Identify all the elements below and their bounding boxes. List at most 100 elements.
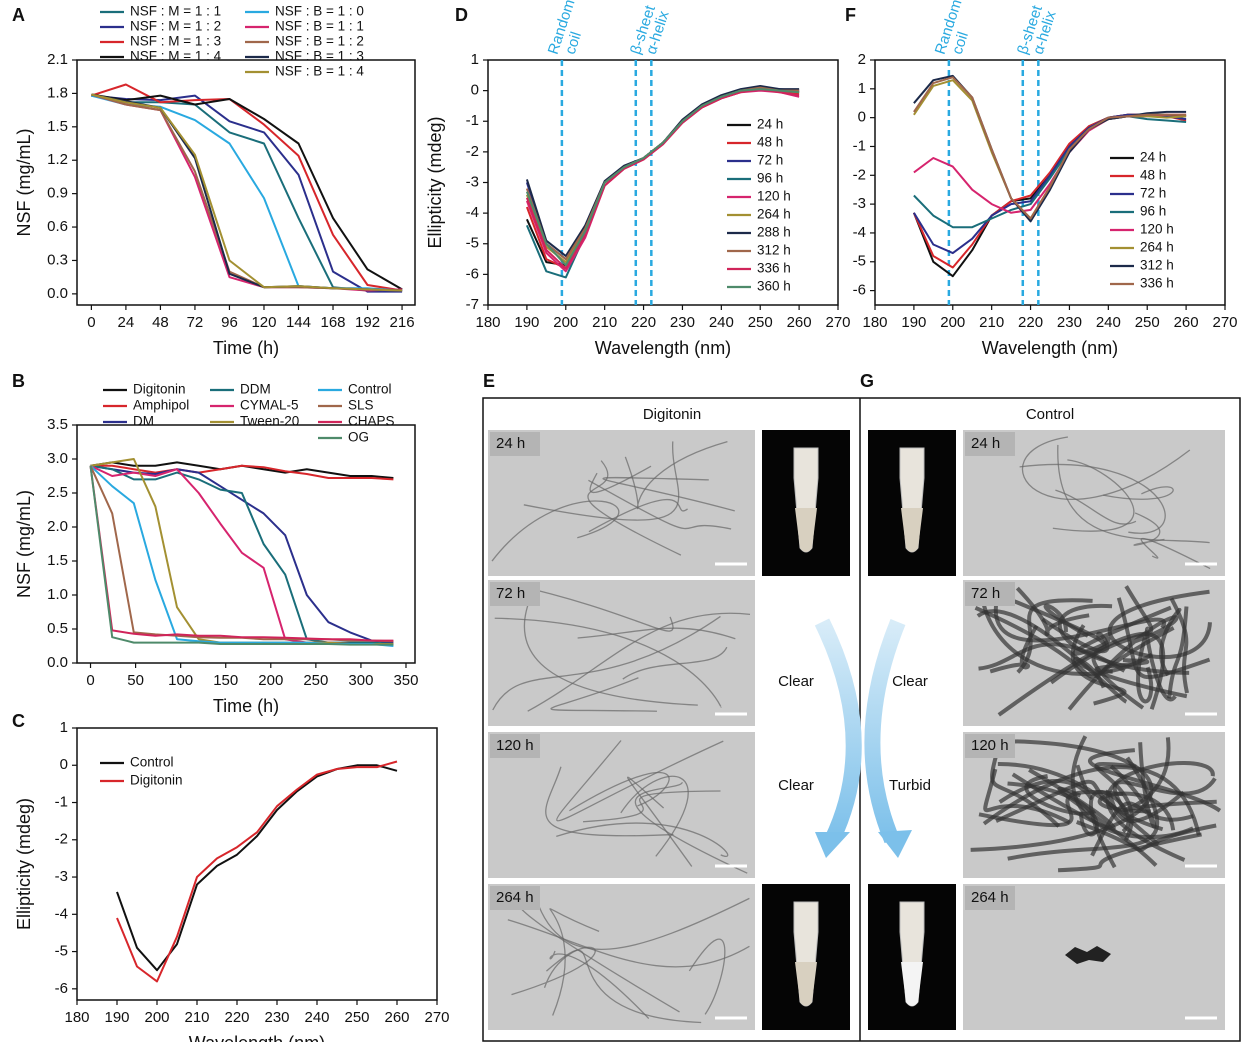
y-tick-label: -5 xyxy=(55,943,68,960)
state-note: Turbid xyxy=(889,777,931,794)
fibril xyxy=(1123,737,1217,812)
x-tick-label: 72 xyxy=(187,314,204,331)
y-tick-label: -4 xyxy=(853,224,866,241)
time-tag xyxy=(490,886,540,910)
panel-letter: E xyxy=(483,371,495,391)
x-axis-label: Wavelength (nm) xyxy=(189,1033,325,1042)
panel-letter: D xyxy=(455,5,468,25)
x-tick-label: 200 xyxy=(258,672,283,689)
panel-letter: F xyxy=(845,5,856,25)
time-label: 72 h xyxy=(496,585,525,602)
legend-label: 264 h xyxy=(1140,240,1174,255)
legend-label: 96 h xyxy=(757,171,783,186)
series-line xyxy=(91,94,403,292)
x-tick-label: 48 xyxy=(152,314,169,331)
y-tick-label: -7 xyxy=(466,296,479,313)
plot-frame xyxy=(76,424,416,664)
series-line xyxy=(913,115,1187,229)
x-tick-label: 230 xyxy=(264,1009,289,1026)
y-tick-label: -6 xyxy=(55,980,68,997)
x-tick-label: 210 xyxy=(979,314,1004,331)
legend-label: 24 h xyxy=(757,117,783,132)
panel-title: Control xyxy=(1026,406,1074,423)
legend-label: DDM xyxy=(240,382,271,397)
fibril xyxy=(588,498,688,533)
legend-label: 48 h xyxy=(1140,168,1166,183)
legend-label: SLS xyxy=(348,398,374,413)
fibril xyxy=(545,766,674,837)
time-tag xyxy=(490,432,540,456)
x-axis-label: Wavelength (nm) xyxy=(982,338,1118,358)
y-tick-label: 0.5 xyxy=(47,620,68,637)
x-tick-label: 100 xyxy=(168,672,193,689)
fibril xyxy=(582,790,721,823)
time-tag xyxy=(490,734,540,758)
y-tick-label: -2 xyxy=(55,831,68,848)
y-tick-label: 2 xyxy=(858,51,866,68)
fibril xyxy=(507,919,750,968)
aggregate xyxy=(1065,946,1111,964)
series-line xyxy=(89,465,394,642)
x-tick-label: 220 xyxy=(224,1009,249,1026)
legend-label: 120 h xyxy=(1140,222,1174,237)
panel-letter: B xyxy=(12,371,25,391)
series-line xyxy=(525,88,800,267)
series-line xyxy=(91,93,403,292)
fibril xyxy=(1169,597,1189,694)
y-tick-label: 3.0 xyxy=(47,450,68,467)
y-tick-label: -2 xyxy=(853,166,866,183)
legend-label: 312 h xyxy=(757,243,791,258)
legend-label: CHAPS xyxy=(348,414,395,429)
time-tag xyxy=(965,582,1015,606)
x-tick-label: 150 xyxy=(213,672,238,689)
x-tick-label: 120 xyxy=(251,314,276,331)
fibril xyxy=(1133,512,1165,546)
y-tick-label: 1.5 xyxy=(47,118,68,135)
fibril xyxy=(588,479,732,530)
x-tick-label: 250 xyxy=(748,314,773,331)
fibril xyxy=(1140,537,1211,570)
arrow xyxy=(814,618,862,844)
time-label: 120 h xyxy=(971,737,1009,754)
x-tick-label: 50 xyxy=(127,672,144,689)
arrow xyxy=(864,618,906,844)
fibril xyxy=(556,822,729,857)
plot-frame xyxy=(874,59,1226,306)
y-tick-label: 0 xyxy=(471,82,479,99)
y-axis-label: Ellipticity (mdeg) xyxy=(14,798,34,930)
fibril xyxy=(974,606,1175,679)
legend-label: DM xyxy=(133,414,154,429)
fibril xyxy=(989,624,1039,674)
y-tick-label: -1 xyxy=(466,112,479,129)
x-tick-label: 250 xyxy=(344,1009,369,1026)
legend-label: 120 h xyxy=(757,189,791,204)
x-tick-label: 300 xyxy=(348,672,373,689)
fibril xyxy=(1011,768,1116,831)
y-tick-label: -3 xyxy=(466,173,479,190)
fibril xyxy=(535,897,750,950)
legend-label: NSF : B = 1 : 4 xyxy=(275,64,364,79)
fibril xyxy=(1007,756,1160,861)
x-tick-label: 270 xyxy=(424,1009,449,1026)
y-tick-label: -3 xyxy=(853,195,866,212)
y-axis-label: NSF (mg/mL) xyxy=(14,490,34,598)
series-line xyxy=(91,93,403,292)
x-tick-label: 144 xyxy=(286,314,311,331)
x-tick-label: 270 xyxy=(825,314,850,331)
series-line xyxy=(91,94,403,292)
legend-label: Digitonin xyxy=(130,773,183,788)
time-label: 120 h xyxy=(496,737,534,754)
tube-liquid xyxy=(901,508,923,552)
series-line xyxy=(913,76,1187,220)
y-tick-label: -5 xyxy=(466,235,479,252)
y-tick-label: 0.6 xyxy=(47,218,68,235)
series-line xyxy=(91,83,403,292)
series-line xyxy=(89,465,394,646)
legend-label: 72 h xyxy=(757,153,783,168)
legend-label: NSF : M = 1 : 4 xyxy=(130,49,222,64)
y-tick-label: -5 xyxy=(853,253,866,270)
y-tick-label: 1.0 xyxy=(47,586,68,603)
y-axis-label: NSF (mg/mL) xyxy=(14,129,34,237)
fibril xyxy=(1057,832,1202,873)
